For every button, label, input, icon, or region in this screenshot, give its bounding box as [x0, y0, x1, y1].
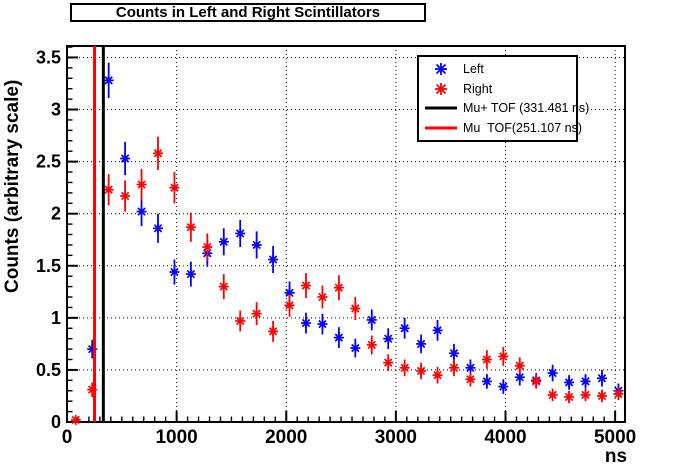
legend: Left Right Mu+ TOF (331.481 ns) Mu TOF(251.… — [417, 55, 589, 142]
y-tick-label: 1 — [51, 308, 61, 328]
line-sample-icon — [419, 100, 463, 116]
legend-entry: Mu TOF(251.107 ns) — [419, 119, 582, 138]
x-tick-label: 1000 — [155, 427, 197, 448]
legend-entry: Right — [419, 79, 576, 98]
legend-entry-label: Left — [463, 61, 484, 76]
x-tick-label: 0 — [62, 427, 73, 448]
x-tick-labels: 0 1000 2000 3000 4000 5000 — [62, 427, 637, 448]
y-tick-label: 1.5 — [36, 256, 61, 276]
x-axis-title: ns — [604, 446, 628, 467]
legend-entry: Mu+ TOF (331.481 ns) — [419, 99, 589, 118]
y-tick-label: 2 — [51, 204, 61, 224]
y-tick-labels: 0 0.5 1 1.5 2 2.5 3 3.5 — [36, 47, 61, 432]
legend-entry: Left — [419, 59, 576, 78]
chart-title: Counts in Left and Right Scintillators — [115, 4, 381, 21]
y-axis-title: Counts (arbitrary scale) — [2, 79, 23, 293]
x-tick-label: 5000 — [594, 427, 636, 448]
star-marker-icon — [419, 81, 463, 97]
star-marker-icon — [419, 61, 463, 77]
y-tick-label: 3.5 — [36, 47, 61, 67]
legend-entry-label: Mu+ TOF (331.481 ns) — [463, 101, 590, 116]
x-tick-label: 4000 — [484, 427, 526, 448]
y-tick-label: 3 — [51, 100, 61, 120]
series-right — [70, 136, 624, 425]
y-tick-label: 0 — [51, 412, 61, 432]
line-sample-icon — [419, 120, 463, 136]
y-tick-label: 2.5 — [36, 152, 61, 172]
legend-entry-label: Right — [463, 81, 493, 96]
x-tick-label: 2000 — [265, 427, 307, 448]
legend-entry-label: Mu TOF(251.107 ns) — [463, 121, 583, 136]
y-tick-label: 0.5 — [36, 360, 61, 380]
x-tick-label: 3000 — [375, 427, 417, 448]
chart-title-box: Counts in Left and Right Scintillators — [70, 3, 426, 22]
